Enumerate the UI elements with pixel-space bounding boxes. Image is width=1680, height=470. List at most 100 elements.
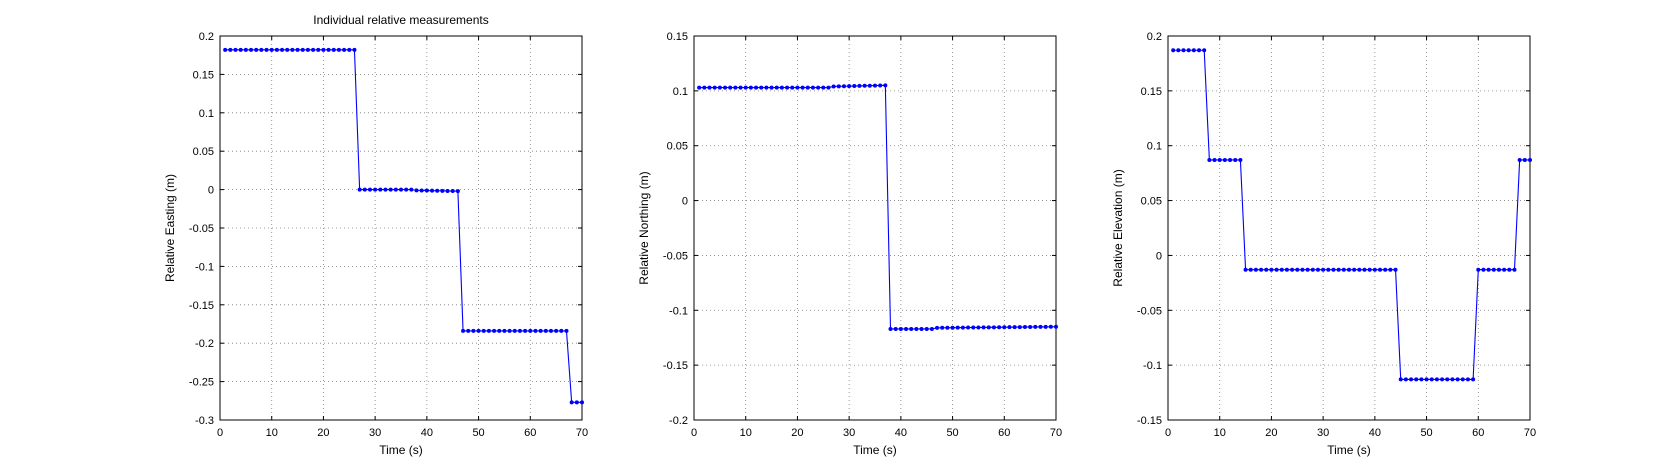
data-point xyxy=(1253,267,1258,272)
x-tick-label: 0 xyxy=(217,427,223,439)
data-point xyxy=(759,85,764,90)
data-point xyxy=(336,47,341,52)
data-point xyxy=(580,400,584,405)
data-point xyxy=(1012,325,1017,330)
data-point xyxy=(476,328,481,333)
x-axis-label: Time (s) xyxy=(853,443,897,457)
data-point xyxy=(1264,267,1269,272)
y-tick-label: 0 xyxy=(682,196,688,208)
data-point xyxy=(878,83,883,88)
data-point xyxy=(774,85,779,90)
data-point xyxy=(497,328,502,333)
data-point xyxy=(738,85,743,90)
data-point xyxy=(357,187,362,192)
y-tick-label: 0.15 xyxy=(1141,86,1162,98)
data-point xyxy=(976,325,981,330)
data-point xyxy=(1228,157,1233,162)
y-tick-label: -0.15 xyxy=(189,300,214,312)
data-point xyxy=(1393,267,1398,272)
data-point xyxy=(269,47,274,52)
data-point xyxy=(1455,377,1460,382)
data-point xyxy=(1217,157,1222,162)
x-tick-label: 50 xyxy=(472,427,484,439)
y-tick-label: 0.2 xyxy=(1147,31,1162,43)
x-tick-label: 70 xyxy=(576,427,588,439)
data-point xyxy=(1043,324,1048,329)
axes-frame xyxy=(219,35,583,421)
y-tick-label: 0.05 xyxy=(193,146,214,158)
data-point xyxy=(1197,48,1202,53)
data-point xyxy=(564,328,569,333)
data-point xyxy=(383,187,388,192)
data-point xyxy=(311,47,316,52)
series-line xyxy=(1173,49,1530,380)
data-point xyxy=(574,400,579,405)
data-point xyxy=(795,85,800,90)
plot-area xyxy=(1168,36,1530,420)
data-point xyxy=(1176,48,1181,53)
data-point xyxy=(914,326,919,331)
data-point xyxy=(419,188,424,193)
y-tick-label: -0.1 xyxy=(1143,360,1162,372)
plot-panel-3: 0 10 20 30 40 50 60 70 -0.15 -0.1 -0.05 0 0.05 0.1 0.1… xyxy=(1111,31,1536,457)
data-point xyxy=(435,188,440,193)
data-point xyxy=(362,187,367,192)
data-point xyxy=(342,47,347,52)
data-point xyxy=(285,47,290,52)
data-point xyxy=(1481,267,1486,272)
data-point xyxy=(486,328,491,333)
data-point xyxy=(1259,267,1264,272)
data-point xyxy=(352,47,357,52)
x-tick-label: 10 xyxy=(1214,427,1226,439)
data-point xyxy=(1403,377,1408,382)
data-point xyxy=(430,188,435,193)
data-point xyxy=(723,85,728,90)
data-point xyxy=(986,325,991,330)
axes-frame xyxy=(693,35,1057,421)
data-point xyxy=(924,326,929,331)
data-point xyxy=(533,328,538,333)
data-point xyxy=(997,325,1002,330)
data-point xyxy=(548,328,553,333)
data-point xyxy=(702,85,707,90)
y-tick-label: -0.3 xyxy=(195,415,214,427)
data-point xyxy=(316,47,321,52)
data-point xyxy=(1398,377,1403,382)
data-point xyxy=(1048,324,1053,329)
data-point xyxy=(1202,48,1207,53)
data-point xyxy=(393,187,398,192)
data-point xyxy=(1326,267,1331,272)
x-tick-label: 60 xyxy=(1472,427,1484,439)
data-point xyxy=(223,47,228,52)
data-point xyxy=(1022,325,1027,330)
data-point xyxy=(1284,267,1289,272)
y-tick-label: -0.05 xyxy=(1137,305,1162,317)
data-point xyxy=(1471,377,1476,382)
data-point xyxy=(1372,267,1377,272)
plot-panel-1: 0 10 20 30 40 50 60 70 -0.3 -0.25 -0.2 -0.15 -0.1 -0.… xyxy=(163,13,588,457)
data-point xyxy=(940,325,945,330)
y-tick-label: -0.15 xyxy=(663,360,688,372)
x-tick-label: 0 xyxy=(1165,427,1171,439)
data-point xyxy=(1007,325,1012,330)
data-point xyxy=(790,85,795,90)
plot-panel-2: 0 10 20 30 40 50 60 70 -0.2 -0.15 -0.1 -0.05 0 0.05 0.… xyxy=(637,31,1062,457)
data-point xyxy=(831,84,836,89)
data-point xyxy=(1243,267,1248,272)
data-point xyxy=(1033,324,1038,329)
data-point xyxy=(1517,157,1522,162)
y-axis-label: Relative Northing (m) xyxy=(637,171,651,284)
data-point xyxy=(971,325,976,330)
data-point xyxy=(466,328,471,333)
data-point xyxy=(826,85,831,90)
data-point xyxy=(1321,267,1326,272)
y-tick-label: -0.25 xyxy=(189,377,214,389)
y-tick-label: 0.1 xyxy=(199,108,214,120)
data-point xyxy=(1002,325,1007,330)
data-point xyxy=(259,47,264,52)
data-point xyxy=(1191,48,1196,53)
data-point xyxy=(717,85,722,90)
data-point xyxy=(243,47,248,52)
data-point xyxy=(1450,377,1455,382)
